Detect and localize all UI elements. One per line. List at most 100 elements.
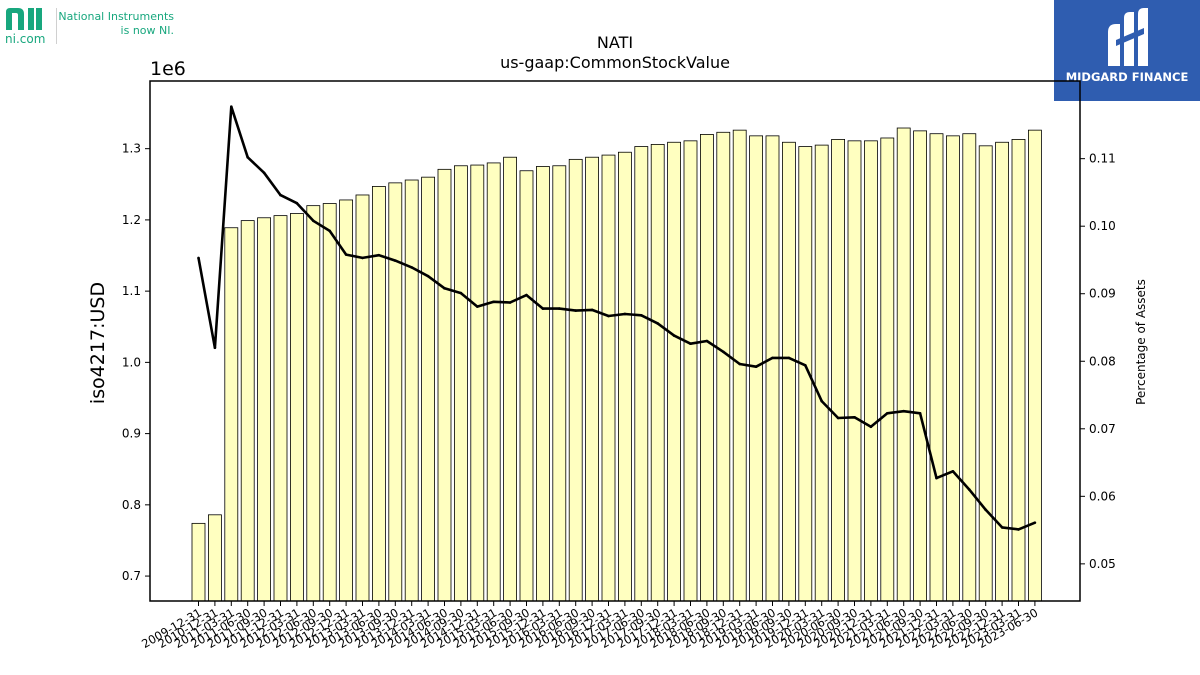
line-point — [541, 307, 545, 310]
bar — [683, 140, 698, 602]
line-point — [869, 425, 873, 429]
bar — [913, 130, 927, 602]
midgard-logo: MIDGARD FINANCE — [1054, 0, 1200, 101]
bar — [371, 186, 386, 602]
line-layer — [197, 105, 1037, 531]
ni-logo-icon — [6, 8, 42, 30]
y-tick-label-left: 0.7 — [122, 569, 141, 583]
bar — [519, 170, 534, 602]
bar — [224, 227, 239, 602]
line-point — [1017, 528, 1020, 531]
line-point — [230, 105, 233, 108]
bar — [831, 139, 845, 602]
line-point — [361, 256, 364, 260]
line-point — [705, 339, 709, 343]
bar — [289, 213, 304, 602]
bar — [650, 143, 665, 602]
bar — [847, 140, 862, 602]
bar — [749, 135, 763, 602]
bar — [782, 141, 796, 602]
line-point — [918, 411, 922, 415]
bar — [978, 145, 993, 602]
line-point — [820, 399, 823, 403]
y-tick-label-right: 0.06 — [1089, 489, 1116, 503]
line-point — [476, 305, 479, 308]
line-point — [804, 364, 807, 367]
y-tick-label-right: 0.05 — [1089, 557, 1116, 571]
line-point — [295, 201, 299, 205]
bar — [962, 133, 977, 602]
line-point — [328, 229, 332, 233]
line-point — [1000, 526, 1004, 529]
line-point — [590, 308, 594, 312]
chart-subtitle: us-gaap:CommonStockValue — [500, 53, 730, 72]
y-tick-label-left: 0.9 — [122, 427, 141, 441]
ni-logo: ni.com National Instruments is now NI. — [4, 4, 194, 48]
bar — [191, 522, 206, 602]
y-tick-label-left: 1.1 — [122, 284, 141, 298]
y-axis-label: iso4217:USD — [87, 282, 109, 404]
bar — [814, 144, 829, 602]
line-point — [492, 300, 496, 304]
line-point — [574, 309, 577, 312]
line-point — [640, 314, 643, 317]
plot-frame — [149, 80, 1081, 602]
bar — [339, 199, 354, 602]
bar — [536, 166, 550, 602]
line-point — [197, 256, 200, 260]
bar — [700, 134, 714, 602]
line-point — [984, 508, 987, 512]
line-point — [459, 291, 463, 295]
line-point — [377, 253, 381, 257]
line-point — [672, 334, 676, 337]
y-tick-label-right: 0.10 — [1089, 219, 1116, 233]
line-point — [246, 156, 249, 159]
line-point — [525, 293, 528, 297]
y-tick-label-right: 0.07 — [1089, 422, 1116, 436]
x-ticks: 2009-12-312010-12-312011-03-312011-06-30… — [139, 601, 1040, 651]
line-point — [394, 259, 397, 262]
y-tick-label-left: 1.0 — [122, 355, 141, 369]
y-tick-label-left: 1.2 — [122, 213, 141, 227]
bar — [437, 168, 452, 602]
line-point — [886, 411, 889, 415]
bar — [1011, 139, 1026, 602]
y-tick-label-left: 1.3 — [122, 142, 141, 156]
line-point — [607, 314, 610, 318]
bar — [896, 127, 911, 602]
percentage-line — [197, 105, 1036, 531]
line-point — [738, 362, 741, 366]
y-ticks-left: 0.7 0.8 0.9 1.0 1.1 1.2 1.3 — [122, 142, 150, 583]
ni-divider — [56, 8, 57, 44]
line-point — [722, 350, 725, 354]
bar — [257, 217, 272, 602]
y-tick-label-right: 0.09 — [1089, 287, 1116, 301]
line-point — [443, 287, 446, 290]
ni-tagline-line1: National Instruments — [58, 10, 174, 23]
bar — [486, 162, 501, 602]
line-point — [623, 312, 627, 316]
bars-layer — [191, 127, 1042, 602]
midgard-emblem-icon — [1108, 8, 1148, 66]
bar — [929, 133, 944, 602]
bar — [601, 154, 616, 602]
line-point — [853, 416, 856, 419]
bar — [552, 165, 567, 602]
line-point — [426, 274, 430, 278]
bar — [585, 156, 599, 602]
bar — [453, 165, 468, 602]
bar — [388, 182, 403, 602]
y-tick-label-right: 0.11 — [1089, 152, 1116, 166]
line-point — [410, 266, 414, 269]
y-tick-label-right: 0.08 — [1089, 354, 1116, 368]
line-point — [968, 488, 971, 491]
bar — [404, 179, 419, 602]
bar — [716, 131, 731, 602]
line-point — [689, 342, 692, 346]
line-point — [771, 356, 774, 360]
line-point — [935, 476, 938, 480]
line-point — [754, 365, 758, 368]
bar — [503, 156, 518, 602]
line-point — [344, 253, 348, 256]
